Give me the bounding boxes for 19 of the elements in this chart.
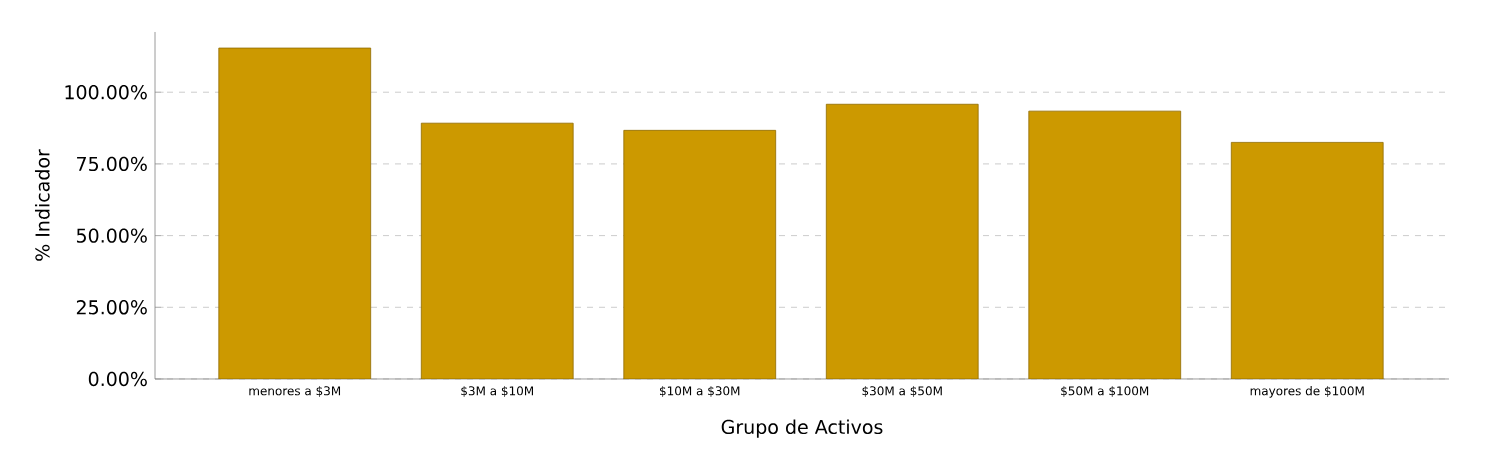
x-tick-label: menores a $3M: [249, 386, 341, 397]
bar: [1028, 110, 1182, 379]
x-tick-label: $50M a $100M: [1061, 386, 1149, 397]
x-tick-label: $30M a $50M: [862, 386, 942, 397]
y-tick-label: 100.00%: [65, 85, 147, 100]
y-tick-label: 75.00%: [77, 156, 147, 172]
bar: [825, 103, 979, 379]
x-tick-label: $10M a $30M: [659, 386, 740, 397]
bar: [1230, 142, 1384, 379]
x-tick-label: $3M a $10M: [461, 386, 533, 397]
bar: [218, 47, 372, 379]
y-tick-label: 25.00%: [76, 300, 147, 315]
y-axis-title: % Indicador: [34, 149, 50, 261]
bar: [420, 122, 574, 379]
x-axis-title: Grupo de Activos: [721, 419, 883, 438]
bar: [623, 129, 777, 379]
y-tick-label: 50.00%: [76, 228, 147, 243]
y-tick-label: 0.00%: [88, 371, 147, 387]
x-tick-label: mayores de $100M: [1250, 386, 1364, 398]
